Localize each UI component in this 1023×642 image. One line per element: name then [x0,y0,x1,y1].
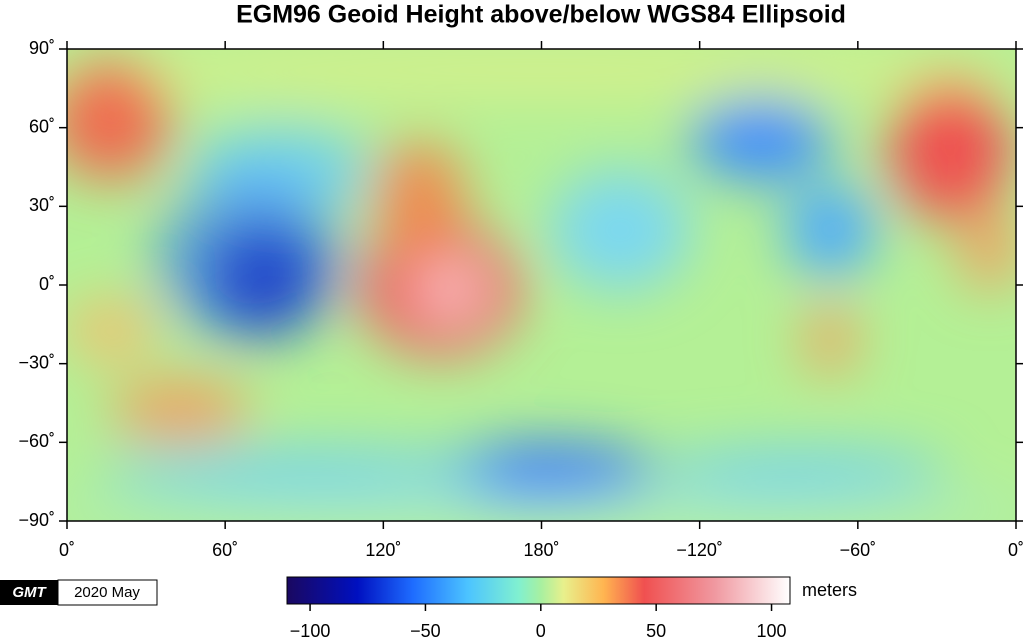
colorbar-tick-label: 0 [536,621,546,641]
lat-tick-label: −60˚ [18,431,55,451]
lon-tick-label: 60˚ [212,540,238,560]
date: 2020 May [74,584,140,601]
geoid-field [67,49,1016,521]
lat-tick-label: 0˚ [39,274,55,294]
colorbar-tick-label: 100 [757,621,787,641]
colorbar-tick-label: 50 [646,621,666,641]
lat-tick-label: 30˚ [29,195,55,215]
colorbar-label: meters [802,580,857,600]
date-box [57,579,158,606]
lon-tick-label: 0˚ [1008,540,1023,560]
lon-tick-label: −60˚ [840,540,877,560]
lat-tick-label: 90˚ [29,38,55,58]
lat-tick-label: −90˚ [18,510,55,530]
colorbar [286,576,791,605]
lon-tick-label: 180˚ [523,540,559,560]
lat-tick-label: 60˚ [29,116,55,136]
logo: GMT [12,584,47,601]
lon-tick-label: 120˚ [365,540,401,560]
map-title: EGM96 Geoid Height above/below WGS84 Ell… [236,1,846,29]
lat-tick-label: −30˚ [18,352,55,372]
lon-tick-label: −120˚ [676,540,723,560]
logo-box [0,580,58,605]
colorbar-tick-label: −100 [290,621,331,641]
colorbar-tick-label: −50 [410,621,441,641]
lon-tick-label: 0˚ [59,540,75,560]
